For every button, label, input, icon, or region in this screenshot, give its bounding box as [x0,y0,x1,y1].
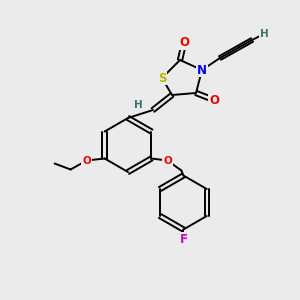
Text: F: F [179,233,188,246]
Text: O: O [179,37,189,50]
Text: S: S [158,71,166,85]
Text: O: O [163,155,172,166]
Text: O: O [82,155,91,166]
Text: H: H [134,100,142,110]
Text: H: H [260,29,268,39]
Text: O: O [209,94,219,106]
Text: N: N [197,64,207,76]
